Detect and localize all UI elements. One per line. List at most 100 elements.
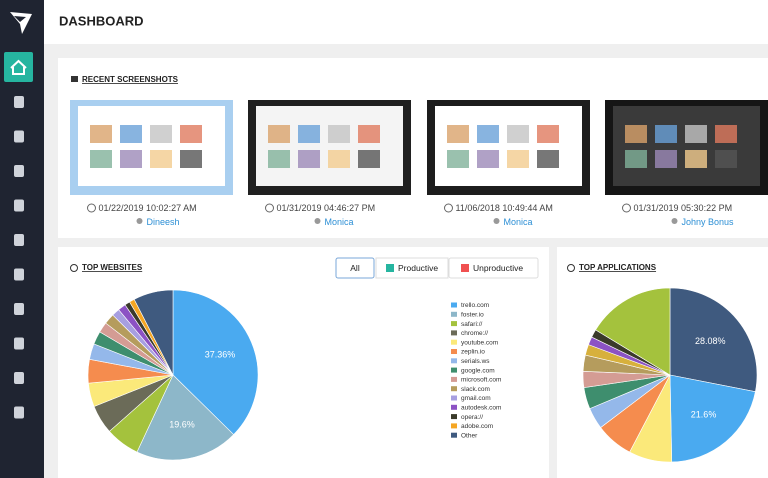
filter-button[interactable] — [375, 257, 449, 279]
clock-icon — [265, 203, 274, 213]
legend-label[interactable]: youtube.com — [461, 339, 498, 346]
slice-label: 19.6% — [169, 420, 195, 430]
thumbnail-block — [268, 125, 290, 143]
globe-icon — [70, 264, 78, 272]
thumbnail-block — [328, 150, 350, 168]
thumbnail-block — [120, 125, 142, 143]
slice-label: 21.6% — [691, 409, 717, 419]
thumbnail-block — [90, 125, 112, 143]
nav-icon[interactable] — [14, 130, 24, 143]
thumbnail-block — [537, 125, 559, 143]
thumbnail-block — [625, 125, 647, 143]
screenshot-user[interactable]: Monica — [325, 217, 354, 227]
header — [44, 0, 768, 44]
card-title[interactable]: RECENT SCREENSHOTS — [82, 75, 179, 84]
legend-swatch — [451, 321, 457, 327]
screenshot-time: 01/31/2019 04:46:27 PM — [277, 203, 376, 213]
clock-icon — [622, 203, 631, 213]
nav-icon[interactable] — [14, 199, 24, 212]
logo[interactable] — [10, 12, 32, 34]
legend-label[interactable]: trello.com — [461, 302, 489, 309]
camera-icon — [71, 76, 78, 82]
nav-icon[interactable] — [14, 268, 24, 281]
legend-label[interactable]: gmail.com — [461, 395, 491, 402]
legend-label[interactable]: safari:// — [461, 321, 483, 328]
filter-label[interactable]: All — [350, 263, 360, 273]
user-icon — [493, 218, 500, 224]
nav-active[interactable] — [4, 52, 33, 82]
thumbnail-block — [328, 125, 350, 143]
thumbnail-block — [655, 150, 677, 168]
slice-label: 37.36% — [205, 350, 236, 360]
thumbnail-block — [655, 125, 677, 143]
nav-icon[interactable] — [14, 303, 24, 315]
pie-slice[interactable] — [669, 287, 758, 393]
thumbnail-screen — [613, 106, 760, 186]
screenshot-user[interactable]: Johny Bonus — [682, 217, 735, 227]
screenshot-user[interactable]: Monica — [504, 217, 533, 227]
card-title[interactable]: TOP WEBSITES — [82, 263, 143, 272]
filter-button[interactable] — [335, 257, 375, 279]
pie-slice[interactable] — [133, 289, 174, 376]
screenshot-time: 01/31/2019 05:30:22 PM — [634, 203, 733, 213]
filter-label[interactable]: Productive — [398, 263, 438, 273]
thumbnail-block — [150, 125, 172, 143]
thumbnail-block — [685, 125, 707, 143]
legend-label[interactable]: opera:// — [461, 414, 483, 421]
slice-label: 28.08% — [695, 336, 726, 346]
legend-swatch — [451, 423, 457, 429]
nav-icon[interactable] — [14, 372, 24, 384]
nav-icon[interactable] — [14, 96, 24, 108]
legend-label[interactable]: google.com — [461, 367, 495, 374]
thumbnail-screen — [78, 106, 225, 186]
thumbnail-block — [625, 150, 647, 168]
legend-swatch — [451, 330, 457, 336]
thumbnail-block — [477, 125, 499, 143]
pie-slice[interactable] — [136, 374, 235, 461]
legend-swatch — [451, 395, 457, 401]
pie-slice[interactable] — [595, 287, 671, 376]
thumbnail-block — [715, 150, 737, 168]
thumbnail-block — [150, 150, 172, 168]
legend-label[interactable]: serials.ws — [461, 358, 490, 365]
clock-icon — [444, 203, 453, 213]
legend-label[interactable]: autodesk.com — [461, 405, 501, 412]
legend-label[interactable]: Other — [461, 432, 478, 439]
thumbnail-block — [298, 125, 320, 143]
card-title[interactable]: TOP APPLICATIONS — [579, 263, 657, 272]
thumbnail-block — [120, 150, 142, 168]
user-icon — [314, 218, 321, 224]
pie-slice[interactable] — [669, 374, 756, 463]
user-icon — [671, 218, 678, 224]
thumbnail-screen — [256, 106, 403, 186]
thumbnail-block — [507, 125, 529, 143]
thumbnail-block — [537, 150, 559, 168]
legend-label[interactable]: zeplin.io — [461, 349, 485, 356]
nav-icon[interactable] — [14, 337, 24, 350]
legend-swatch — [451, 404, 457, 410]
thumbnail-block — [477, 150, 499, 168]
nav-icon[interactable] — [14, 234, 24, 246]
screenshot-time: 01/22/2019 10:02:27 AM — [99, 203, 197, 213]
thumbnail-block — [358, 125, 380, 143]
page-title: DASHBOARD — [59, 13, 144, 28]
filter-button[interactable] — [448, 257, 539, 279]
thumbnail-block — [90, 150, 112, 168]
thumbnail-block — [180, 125, 202, 143]
legend-label[interactable]: chrome:// — [461, 330, 488, 337]
thumbnail-block — [507, 150, 529, 168]
nav-icon[interactable] — [14, 406, 24, 419]
legend-label[interactable]: foster.io — [461, 312, 484, 319]
filter-label[interactable]: Unproductive — [473, 263, 523, 273]
thumbnail-block — [180, 150, 202, 168]
legend-label[interactable]: adobe.com — [461, 423, 493, 430]
legend-label[interactable]: microsoft.com — [461, 377, 501, 384]
legend-swatch — [451, 414, 457, 420]
screenshot-user[interactable]: Dineesh — [147, 217, 180, 227]
thumbnail-block — [715, 125, 737, 143]
pie-slice[interactable] — [172, 289, 259, 435]
legend-label[interactable]: slack.com — [461, 386, 490, 393]
nav-icon[interactable] — [14, 165, 24, 177]
